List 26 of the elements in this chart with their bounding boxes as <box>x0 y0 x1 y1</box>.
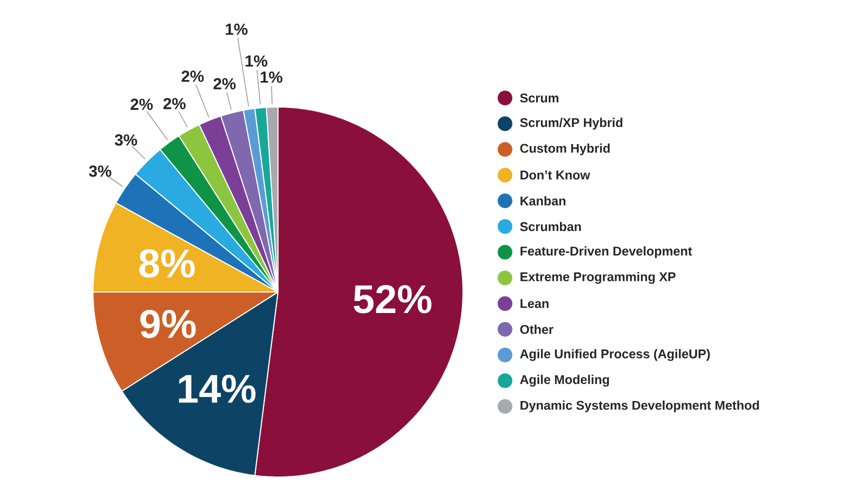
legend-label: Feature-Driven Development <box>520 246 692 258</box>
data-label: 52% <box>354 285 432 314</box>
data-label: 14% <box>179 374 256 403</box>
legend-label: Scrum/XP Hybrid <box>520 118 622 130</box>
data-label: 3% <box>114 134 138 146</box>
data-label: 1% <box>246 55 268 67</box>
data-label: 2% <box>182 70 204 82</box>
legend-label: Scrum <box>520 94 558 102</box>
legend-label: Don’t Know <box>520 170 590 180</box>
data-label: 3% <box>89 165 112 177</box>
legend-label: Custom Hybrid <box>520 143 610 156</box>
data-label: 8% <box>139 249 195 278</box>
data-label: 2% <box>214 78 236 90</box>
legend-label: Extreme Programming XP <box>520 272 676 284</box>
legend-label: Agile Modeling <box>520 374 609 387</box>
legend-label: Dynamic Systems Development Method <box>520 400 759 412</box>
data-label: 1% <box>260 71 282 83</box>
data-label: 2% <box>163 98 186 110</box>
legend-label: Agile Unified Process (AgileUP) <box>520 349 710 361</box>
legend-label: Lean <box>520 299 549 308</box>
legend-label: Kanban <box>520 196 566 206</box>
legend-label: Scrumban <box>520 222 581 232</box>
data-label: 9% <box>140 310 196 338</box>
data-label: 1% <box>226 24 248 35</box>
data-label: 2% <box>130 98 153 110</box>
legend-label: Other <box>520 324 554 334</box>
